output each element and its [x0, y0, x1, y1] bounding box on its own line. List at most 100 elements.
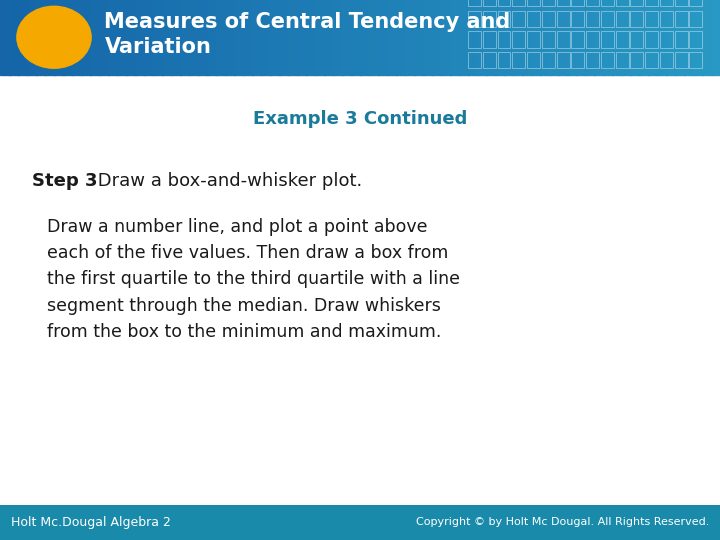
Bar — [586, 52, 599, 68]
Bar — [477, 0, 487, 75]
Bar — [541, 31, 554, 48]
Bar — [324, 0, 334, 75]
Bar — [72, 0, 82, 75]
Bar — [234, 0, 245, 75]
Bar — [498, 11, 510, 27]
Bar — [645, 52, 658, 68]
Bar — [9, 0, 19, 75]
Bar — [711, 0, 720, 75]
Bar — [594, 0, 604, 75]
Bar — [557, 31, 570, 48]
Bar — [675, 31, 688, 48]
Bar — [189, 0, 199, 75]
Bar — [558, 0, 569, 75]
Bar — [333, 0, 343, 75]
Bar — [557, 52, 570, 68]
Bar — [612, 0, 622, 75]
Bar — [162, 0, 173, 75]
Bar — [351, 0, 361, 75]
Bar — [631, 52, 644, 68]
Bar — [468, 0, 478, 75]
Bar — [541, 11, 554, 27]
Bar — [690, 52, 703, 68]
Bar — [693, 0, 703, 75]
Bar — [180, 0, 190, 75]
Bar — [527, 0, 540, 6]
Bar — [603, 0, 613, 75]
Bar — [531, 0, 541, 75]
Bar — [690, 0, 703, 6]
Bar — [576, 0, 586, 75]
Bar — [36, 0, 46, 75]
Bar — [216, 0, 226, 75]
Bar — [54, 0, 65, 75]
Bar — [549, 0, 559, 75]
Bar — [482, 52, 496, 68]
Bar — [572, 52, 585, 68]
Bar — [405, 0, 415, 75]
Bar — [423, 0, 433, 75]
Bar — [684, 0, 694, 75]
Bar — [586, 11, 599, 27]
Bar — [616, 0, 629, 6]
Bar — [630, 0, 641, 75]
Bar — [81, 0, 91, 75]
Bar — [486, 0, 497, 75]
Bar — [306, 0, 317, 75]
Bar — [450, 0, 461, 75]
Bar — [557, 11, 570, 27]
Bar — [572, 0, 585, 6]
Bar — [279, 0, 289, 75]
Bar — [513, 0, 526, 6]
Text: Holt Mc.Dougal Algebra 2: Holt Mc.Dougal Algebra 2 — [11, 516, 171, 529]
Bar — [675, 0, 688, 6]
Bar — [660, 11, 673, 27]
Bar — [432, 0, 442, 75]
Bar — [702, 0, 712, 75]
Bar — [541, 0, 554, 6]
Bar — [171, 0, 181, 75]
Bar — [690, 31, 703, 48]
Bar — [495, 0, 505, 75]
Bar — [572, 11, 585, 27]
Bar — [586, 0, 599, 6]
Bar — [252, 0, 262, 75]
Bar — [645, 11, 658, 27]
Bar — [601, 11, 614, 27]
Ellipse shape — [17, 5, 92, 69]
Bar — [522, 0, 532, 75]
Bar — [541, 52, 554, 68]
Bar — [513, 0, 523, 75]
Bar — [153, 0, 163, 75]
Bar — [616, 52, 629, 68]
Bar — [645, 0, 658, 6]
Bar — [468, 52, 481, 68]
Bar — [441, 0, 451, 75]
Bar — [297, 0, 307, 75]
Bar — [675, 11, 688, 27]
Bar — [557, 0, 570, 6]
Bar — [468, 11, 481, 27]
Bar — [585, 0, 595, 75]
Bar — [527, 31, 540, 48]
Bar — [63, 0, 73, 75]
Bar — [387, 0, 397, 75]
Bar — [342, 0, 353, 75]
Bar — [645, 31, 658, 48]
Bar — [498, 52, 510, 68]
Bar — [207, 0, 217, 75]
Bar — [498, 31, 510, 48]
Bar — [657, 0, 667, 75]
Bar — [631, 31, 644, 48]
Bar — [616, 11, 629, 27]
Bar — [288, 0, 299, 75]
Bar — [396, 0, 407, 75]
Bar — [360, 0, 370, 75]
Bar — [660, 31, 673, 48]
Bar — [369, 0, 379, 75]
Bar — [527, 52, 540, 68]
Bar — [482, 11, 496, 27]
Bar — [414, 0, 424, 75]
Text: Step 3: Step 3 — [32, 172, 98, 190]
Text: Example 3 Continued: Example 3 Continued — [253, 110, 467, 127]
